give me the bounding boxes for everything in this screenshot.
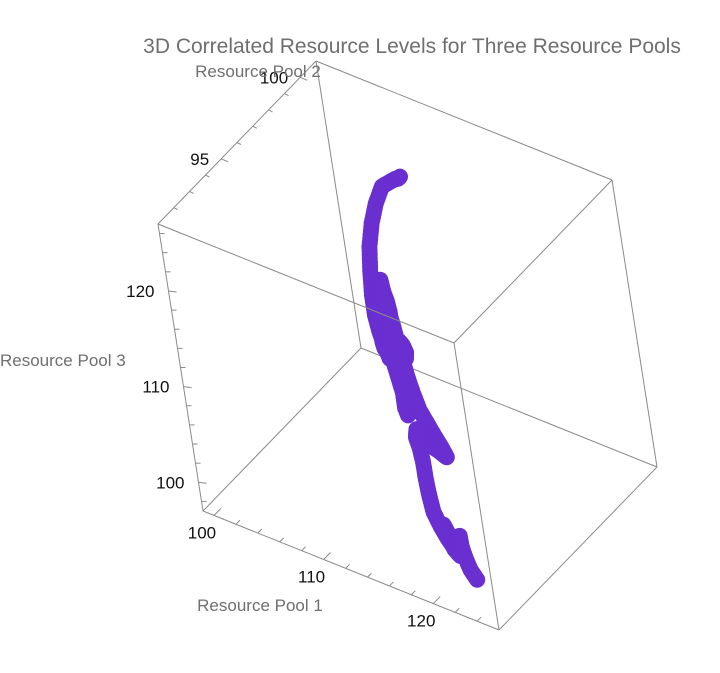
- x-tick-mark: [367, 572, 372, 578]
- y-tick-mark: [252, 125, 258, 129]
- y-tick-mark: [173, 207, 179, 211]
- x-tick-mark: [454, 608, 460, 613]
- y-tick-mark: [268, 109, 273, 113]
- x-tick-mark: [389, 581, 394, 587]
- x-tick-mark: [235, 519, 241, 525]
- y-tick-mark: [284, 93, 289, 97]
- x-tick-label: 110: [298, 567, 325, 586]
- x-tick-mark: [323, 552, 331, 560]
- box-edge: [202, 347, 362, 512]
- box-edge: [453, 342, 500, 631]
- box-edge: [315, 60, 362, 349]
- bounding-box-front: [157, 223, 500, 631]
- box-edge: [315, 60, 613, 181]
- z-tick-mark: [198, 481, 207, 484]
- x-tick-label: 100: [188, 523, 216, 542]
- axis-label-x: Resource Pool 1: [197, 596, 323, 615]
- box-edge: [202, 510, 500, 631]
- x-tick-mark: [213, 508, 222, 516]
- axis-ticks: 100 110 120 100 110 120 95 100: [126, 68, 482, 631]
- z-tick-label: 110: [142, 378, 169, 397]
- data-point: [377, 296, 393, 313]
- box-edge: [498, 466, 658, 631]
- x-tick-mark: [410, 590, 416, 596]
- x-tick-mark: [432, 596, 441, 604]
- y-tick-mark: [236, 142, 242, 145]
- box-edge: [611, 179, 658, 468]
- x-tick-label: 120: [407, 612, 435, 631]
- y-tick-label: 95: [190, 150, 209, 169]
- box-edge: [157, 223, 455, 344]
- data-point: [469, 571, 486, 588]
- box-edge: [453, 179, 613, 344]
- z-tick-mark: [168, 290, 177, 293]
- x-tick-mark: [257, 528, 263, 534]
- x-tick-mark: [476, 616, 482, 622]
- chart-title: 3D Correlated Resource Levels for Three …: [143, 35, 681, 58]
- axis-label-z: Resource Pool 3: [0, 351, 126, 370]
- z-tick-mark: [183, 386, 192, 389]
- y-tick-mark: [300, 76, 308, 81]
- x-tick-mark: [345, 563, 350, 569]
- y-tick-mark: [189, 190, 194, 194]
- data-points: [361, 168, 486, 588]
- y-tick-mark: [205, 174, 210, 178]
- x-tick-mark: [279, 537, 285, 543]
- z-tick-label: 120: [126, 282, 154, 301]
- y-tick-label: 100: [260, 68, 288, 87]
- x-tick-mark: [301, 546, 307, 552]
- z-tick-label: 100: [156, 473, 184, 492]
- y-tick-mark: [221, 158, 229, 163]
- axis-label-y: Resource Pool 2: [195, 62, 321, 81]
